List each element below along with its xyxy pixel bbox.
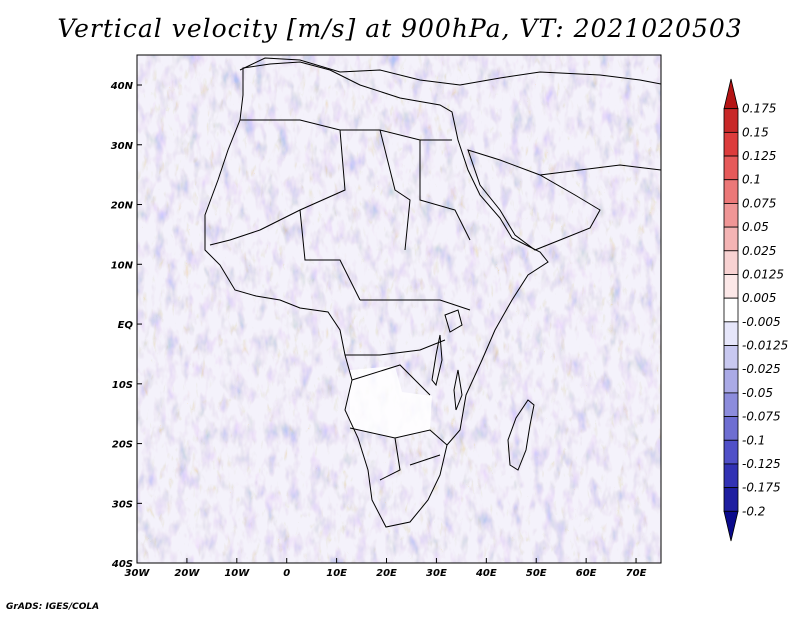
colorbar-swatch bbox=[723, 226, 739, 252]
lon-tick-label: 50E bbox=[526, 568, 547, 579]
lat-tick-label: 40S bbox=[111, 559, 133, 570]
colorbar-swatch bbox=[723, 131, 739, 157]
colorbar-label: -0.005 bbox=[742, 315, 781, 329]
colorbar-label: 0.025 bbox=[742, 244, 776, 258]
colorbar-swatch bbox=[723, 345, 739, 370]
colorbar-label: -0.125 bbox=[742, 457, 781, 471]
colorbar-swatch bbox=[723, 392, 739, 417]
arabia-coastline bbox=[467, 149, 601, 251]
colorbar-swatch bbox=[723, 463, 739, 489]
colorbar-swatch bbox=[723, 510, 739, 542]
colorbar-swatch bbox=[723, 439, 739, 465]
lat-tick-label: EQ bbox=[118, 320, 134, 331]
colorbar-swatch bbox=[723, 368, 739, 394]
lon-tick-label: 20E bbox=[376, 568, 397, 579]
colorbar: 0.175 0.15 0.125 0.1 0.075 0.05 0.025 0.0125 0.0… bbox=[723, 78, 788, 542]
colorbar-label: 0.1 bbox=[742, 173, 761, 187]
lat-tick-label: 10N bbox=[111, 260, 134, 271]
latitude-axis: 40N 30N 20N 10N EQ 10S 20S 30S 40S bbox=[110, 81, 142, 570]
colorbar-swatch bbox=[723, 155, 739, 181]
madagascar-coastline bbox=[507, 399, 535, 471]
map-title: Vertical velocity [m/s] at 900hPa, VT: 2… bbox=[57, 14, 743, 43]
colorbar-label: 0.15 bbox=[742, 125, 769, 139]
colorbar-swatch bbox=[723, 416, 739, 441]
colorbar-label: 0.175 bbox=[742, 102, 776, 116]
lon-tick-label: 70E bbox=[626, 568, 647, 579]
colorbar-swatch bbox=[723, 250, 739, 275]
colorbar-label: -0.0125 bbox=[742, 339, 788, 353]
lon-tick-label: 10W bbox=[224, 568, 250, 579]
credit-label: GrADS: IGES/COLA bbox=[6, 602, 100, 612]
colorbar-label: -0.2 bbox=[742, 504, 765, 518]
plot-frame bbox=[136, 54, 662, 564]
lon-tick-label: 60E bbox=[576, 568, 597, 579]
lon-tick-label: 30E bbox=[426, 568, 447, 579]
lake-malawi bbox=[453, 369, 463, 411]
colorbar-label: -0.175 bbox=[742, 481, 781, 495]
colorbar-label: -0.1 bbox=[742, 433, 765, 447]
colorbar-swatch bbox=[723, 321, 739, 346]
coastlines-and-borders bbox=[204, 57, 661, 528]
colorbar-label: 0.075 bbox=[742, 196, 776, 210]
lat-tick-label: 10S bbox=[112, 380, 133, 391]
colorbar-swatch bbox=[723, 108, 739, 133]
colorbar-label: 0.005 bbox=[742, 291, 776, 305]
lon-tick-label: 40E bbox=[475, 568, 497, 579]
colorbar-label: -0.025 bbox=[742, 362, 781, 376]
velocity-field bbox=[137, 55, 661, 563]
colorbar-swatch bbox=[723, 487, 739, 512]
colorbar-label: -0.075 bbox=[742, 410, 781, 424]
lat-tick-label: 20S bbox=[112, 440, 133, 451]
colorbar-label: 0.125 bbox=[742, 149, 776, 163]
lat-tick-label: 40N bbox=[110, 81, 134, 92]
colorbar-swatch bbox=[723, 78, 739, 110]
lat-tick-label: 20N bbox=[111, 201, 134, 212]
colorbar-swatch bbox=[723, 297, 739, 323]
colorbar-swatch bbox=[723, 274, 739, 299]
europe-coastline bbox=[239, 57, 661, 86]
colorbar-label: -0.05 bbox=[742, 386, 773, 400]
lake-tanganyika bbox=[431, 334, 443, 387]
lat-tick-label: 30N bbox=[111, 141, 134, 152]
lon-tick-label: 20W bbox=[174, 568, 200, 579]
lon-tick-label: 0 bbox=[283, 568, 290, 579]
colorbar-swatch bbox=[723, 179, 739, 204]
colorbar-label: 0.0125 bbox=[742, 267, 784, 281]
africa-coastline bbox=[204, 61, 549, 528]
lon-tick-label: 10E bbox=[326, 568, 347, 579]
country-borders bbox=[209, 119, 471, 481]
colorbar-swatch bbox=[723, 203, 739, 228]
lake-victoria bbox=[444, 309, 463, 333]
lat-tick-label: 30S bbox=[112, 499, 133, 510]
lon-tick-label: 30W bbox=[125, 568, 151, 579]
calm-region bbox=[350, 366, 432, 438]
longitude-axis: 30W 20W 10W 0 10E 20E 30E 40E 50E 60E 70E bbox=[125, 558, 647, 579]
colorbar-label: 0.05 bbox=[742, 220, 769, 234]
